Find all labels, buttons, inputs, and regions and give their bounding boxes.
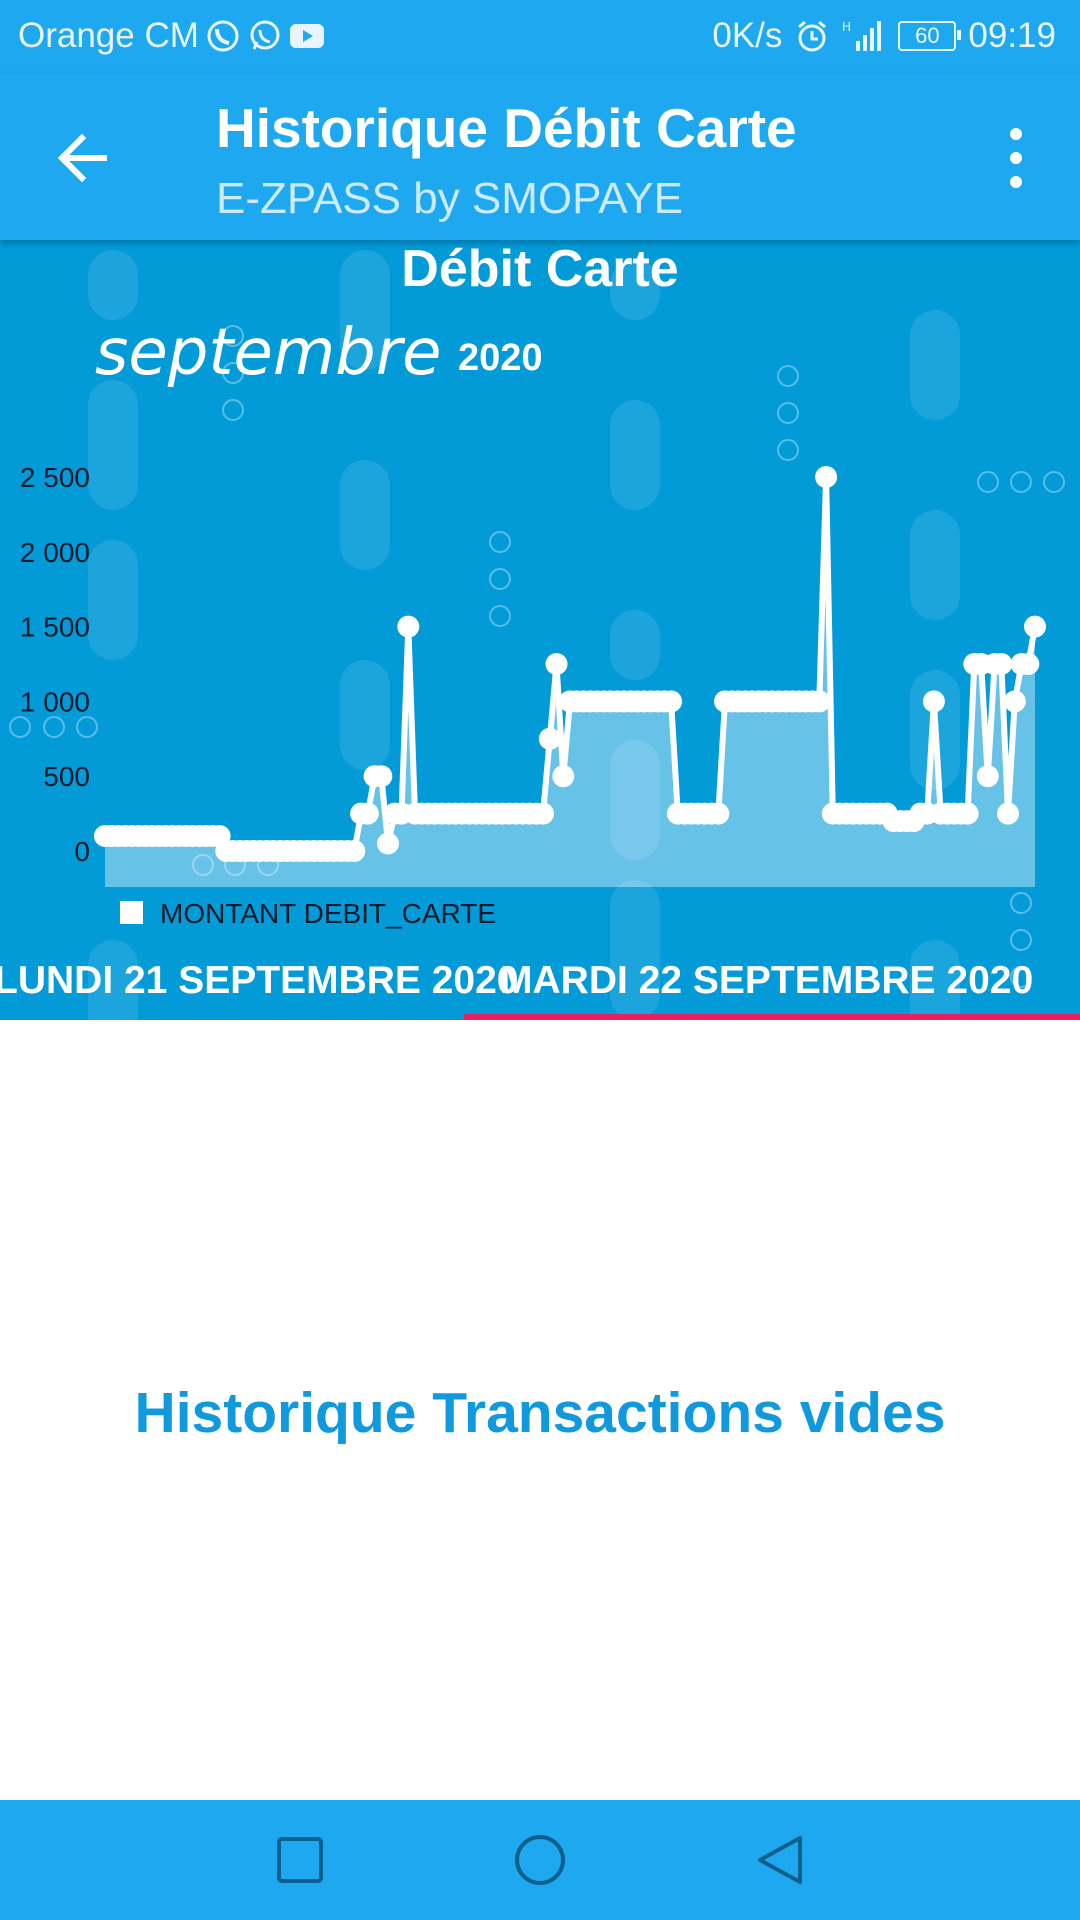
triangle-back-icon xyxy=(758,1836,802,1884)
tab-tuesday-22-september[interactable]: MARDI 22 SEPTEMBRE 2020 xyxy=(500,959,1034,1002)
y-tick-label: 2 500 xyxy=(20,462,90,493)
chart-title: Débit Carte xyxy=(401,240,678,298)
data-point[interactable] xyxy=(1017,653,1040,675)
page-title: Historique Débit Carte xyxy=(216,97,797,159)
data-point[interactable] xyxy=(808,690,831,713)
y-tick-label: 500 xyxy=(43,761,90,792)
data-point[interactable] xyxy=(1003,690,1026,713)
data-point[interactable] xyxy=(356,802,379,825)
data-point[interactable] xyxy=(660,690,683,713)
debit-chart: Débit Carte septembre 2020 2 500 2 000 1 5… xyxy=(9,240,1065,1020)
background-rings xyxy=(9,325,1065,988)
signal-icon: H xyxy=(842,18,886,54)
tab-monday-21-september[interactable]: LUNDI 21 SEPTEMBRE 2020 xyxy=(0,959,519,1002)
network-speed: 0K/s xyxy=(712,16,783,55)
data-point[interactable] xyxy=(545,653,568,675)
empty-history-message: Historique Transactions vides xyxy=(134,1381,946,1445)
data-point[interactable] xyxy=(997,802,1019,825)
y-tick-label: 1 000 xyxy=(20,686,90,717)
y-axis: 2 500 2 000 1 500 1 000 500 0 xyxy=(20,462,90,867)
circle-icon xyxy=(515,1835,565,1885)
data-point[interactable] xyxy=(532,802,554,825)
back-button[interactable] xyxy=(52,126,116,190)
back-nav-button[interactable] xyxy=(752,1832,808,1888)
system-navigation-bar xyxy=(0,1800,1080,1920)
alarm-icon xyxy=(794,18,830,54)
home-button[interactable] xyxy=(512,1832,568,1888)
chart-legend: MONTANT DEBIT_CARTE xyxy=(120,898,496,929)
data-point[interactable] xyxy=(552,765,575,788)
data-point[interactable] xyxy=(956,802,979,825)
background-decoration xyxy=(88,250,960,1020)
legend-label: MONTANT DEBIT_CARTE xyxy=(160,898,496,929)
data-point[interactable] xyxy=(922,690,945,713)
recent-apps-button[interactable] xyxy=(272,1832,328,1888)
chart-month-label: septembre xyxy=(95,316,441,390)
data-point[interactable] xyxy=(815,466,838,488)
network-type: H xyxy=(842,20,851,34)
square-icon xyxy=(277,1837,323,1883)
wifi-call-icon xyxy=(205,18,241,54)
legend-swatch xyxy=(120,901,143,924)
data-point[interactable] xyxy=(370,765,393,788)
chart-year-label: 2020 xyxy=(458,337,543,379)
chart-panel: Débit Carte septembre 2020 2 500 2 000 1 5… xyxy=(0,240,1080,1020)
data-point[interactable] xyxy=(538,727,561,750)
battery-indicator: 60 xyxy=(898,21,962,51)
data-point[interactable] xyxy=(1024,615,1046,638)
data-point[interactable] xyxy=(707,802,730,825)
overflow-menu-button[interactable] xyxy=(992,122,1040,194)
arrow-left-icon xyxy=(57,133,107,183)
app-bar: Historique Débit Carte E-ZPASS by SMOPAY… xyxy=(0,74,1080,240)
battery-level: 60 xyxy=(915,23,940,48)
date-tabs: LUNDI 21 SEPTEMBRE 2020 MARDI 22 SEPTEMB… xyxy=(0,944,1080,1020)
clock: 09:19 xyxy=(968,16,1056,55)
youtube-icon xyxy=(289,18,325,54)
plot-area xyxy=(94,466,1046,887)
y-tick-label: 0 xyxy=(74,836,90,867)
y-tick-label: 2 000 xyxy=(20,537,90,568)
y-tick-label: 1 500 xyxy=(20,612,90,643)
whatsapp-icon xyxy=(247,18,283,54)
carrier-name: Orange CM xyxy=(18,16,199,55)
data-point[interactable] xyxy=(343,840,366,862)
status-bar: Orange CM 0K/s H 60 09:19 xyxy=(0,0,1080,74)
series-area xyxy=(105,477,1035,887)
data-point[interactable] xyxy=(976,765,999,788)
selected-tab-indicator xyxy=(464,1014,1080,1020)
data-point[interactable] xyxy=(990,653,1013,675)
data-point[interactable] xyxy=(377,832,399,855)
data-point[interactable] xyxy=(397,615,420,638)
more-vertical-icon xyxy=(1010,128,1022,188)
page-subtitle: E-ZPASS by SMOPAYE xyxy=(216,174,684,223)
